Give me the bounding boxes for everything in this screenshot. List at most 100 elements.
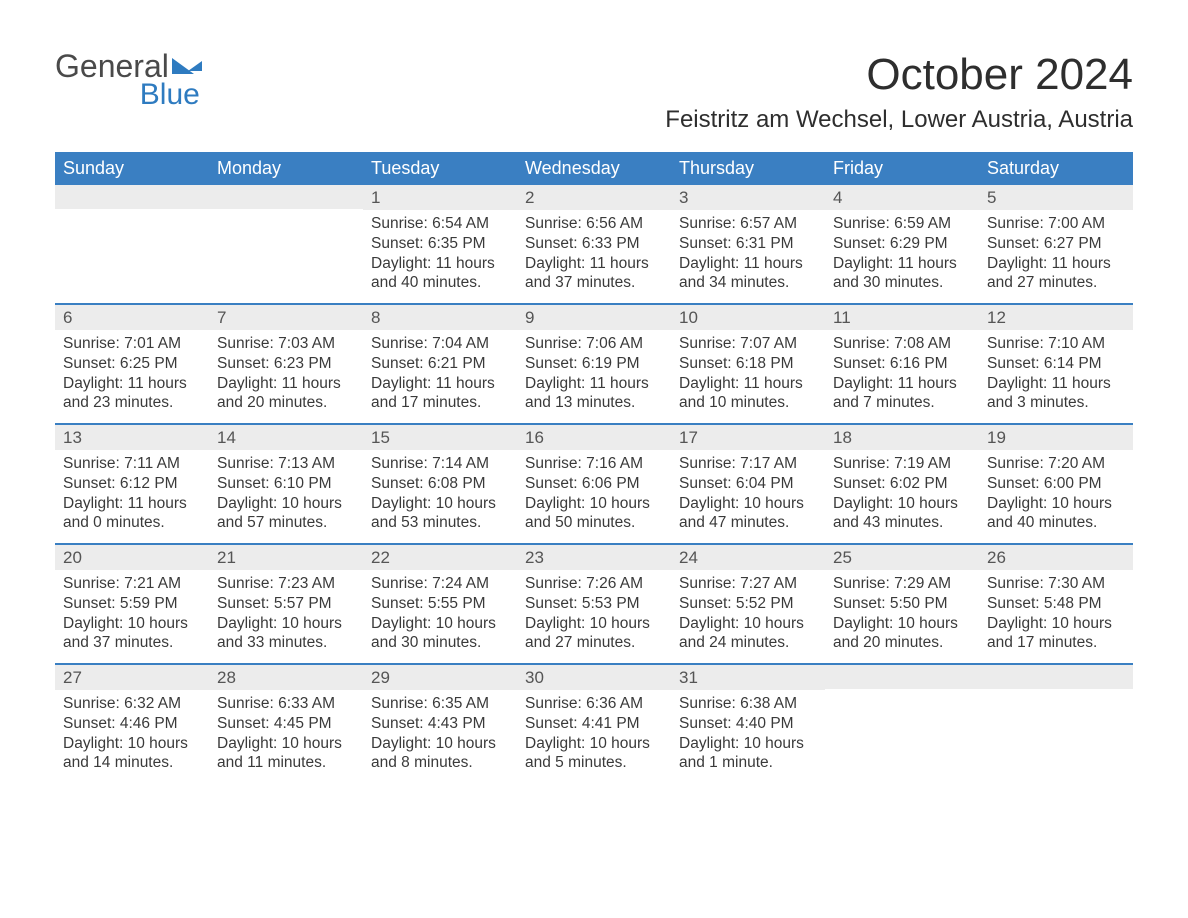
day-number: 25 xyxy=(825,545,979,570)
calendar-day xyxy=(979,665,1133,783)
calendar-day: 28Sunrise: 6:33 AMSunset: 4:45 PMDayligh… xyxy=(209,665,363,783)
calendar-day: 23Sunrise: 7:26 AMSunset: 5:53 PMDayligh… xyxy=(517,545,671,663)
daylight-text: Daylight: 11 hours and 20 minutes. xyxy=(217,374,355,414)
day-number: 22 xyxy=(363,545,517,570)
day-number: 17 xyxy=(671,425,825,450)
sunset-text: Sunset: 6:21 PM xyxy=(371,354,509,374)
sunrise-text: Sunrise: 7:27 AM xyxy=(679,574,817,594)
calendar-week: 27Sunrise: 6:32 AMSunset: 4:46 PMDayligh… xyxy=(55,663,1133,783)
calendar-week: 13Sunrise: 7:11 AMSunset: 6:12 PMDayligh… xyxy=(55,423,1133,543)
day-number: 3 xyxy=(671,185,825,210)
sunrise-text: Sunrise: 6:32 AM xyxy=(63,694,201,714)
sunrise-text: Sunrise: 7:03 AM xyxy=(217,334,355,354)
day-details: Sunrise: 7:17 AMSunset: 6:04 PMDaylight:… xyxy=(671,450,825,541)
calendar-day: 29Sunrise: 6:35 AMSunset: 4:43 PMDayligh… xyxy=(363,665,517,783)
daylight-text: Daylight: 10 hours and 24 minutes. xyxy=(679,614,817,654)
daylight-text: Daylight: 11 hours and 0 minutes. xyxy=(63,494,201,534)
calendar-day: 30Sunrise: 6:36 AMSunset: 4:41 PMDayligh… xyxy=(517,665,671,783)
day-details: Sunrise: 7:19 AMSunset: 6:02 PMDaylight:… xyxy=(825,450,979,541)
day-details: Sunrise: 7:23 AMSunset: 5:57 PMDaylight:… xyxy=(209,570,363,661)
calendar-day: 25Sunrise: 7:29 AMSunset: 5:50 PMDayligh… xyxy=(825,545,979,663)
day-number: 20 xyxy=(55,545,209,570)
weekday-header: Monday xyxy=(209,152,363,185)
day-number: 6 xyxy=(55,305,209,330)
sunset-text: Sunset: 6:14 PM xyxy=(987,354,1125,374)
calendar-day: 9Sunrise: 7:06 AMSunset: 6:19 PMDaylight… xyxy=(517,305,671,423)
sunrise-text: Sunrise: 7:17 AM xyxy=(679,454,817,474)
logo-text-2: Blue xyxy=(55,80,202,110)
daylight-text: Daylight: 10 hours and 27 minutes. xyxy=(525,614,663,654)
calendar-day: 15Sunrise: 7:14 AMSunset: 6:08 PMDayligh… xyxy=(363,425,517,543)
daylight-text: Daylight: 11 hours and 40 minutes. xyxy=(371,254,509,294)
calendar-day: 2Sunrise: 6:56 AMSunset: 6:33 PMDaylight… xyxy=(517,185,671,303)
sunset-text: Sunset: 5:57 PM xyxy=(217,594,355,614)
sunset-text: Sunset: 6:33 PM xyxy=(525,234,663,254)
calendar-day: 4Sunrise: 6:59 AMSunset: 6:29 PMDaylight… xyxy=(825,185,979,303)
day-details: Sunrise: 6:36 AMSunset: 4:41 PMDaylight:… xyxy=(517,690,671,781)
sunset-text: Sunset: 6:02 PM xyxy=(833,474,971,494)
day-details: Sunrise: 7:01 AMSunset: 6:25 PMDaylight:… xyxy=(55,330,209,421)
daylight-text: Daylight: 10 hours and 47 minutes. xyxy=(679,494,817,534)
calendar-day: 13Sunrise: 7:11 AMSunset: 6:12 PMDayligh… xyxy=(55,425,209,543)
sunset-text: Sunset: 5:59 PM xyxy=(63,594,201,614)
sunset-text: Sunset: 5:50 PM xyxy=(833,594,971,614)
daylight-text: Daylight: 10 hours and 33 minutes. xyxy=(217,614,355,654)
day-details: Sunrise: 7:21 AMSunset: 5:59 PMDaylight:… xyxy=(55,570,209,661)
daylight-text: Daylight: 11 hours and 23 minutes. xyxy=(63,374,201,414)
day-number: 13 xyxy=(55,425,209,450)
calendar-day: 11Sunrise: 7:08 AMSunset: 6:16 PMDayligh… xyxy=(825,305,979,423)
daylight-text: Daylight: 11 hours and 34 minutes. xyxy=(679,254,817,294)
sunrise-text: Sunrise: 7:01 AM xyxy=(63,334,201,354)
day-number: 7 xyxy=(209,305,363,330)
sunrise-text: Sunrise: 7:29 AM xyxy=(833,574,971,594)
sunrise-text: Sunrise: 6:56 AM xyxy=(525,214,663,234)
day-details: Sunrise: 7:29 AMSunset: 5:50 PMDaylight:… xyxy=(825,570,979,661)
calendar-week: 1Sunrise: 6:54 AMSunset: 6:35 PMDaylight… xyxy=(55,185,1133,303)
calendar-day xyxy=(825,665,979,783)
daylight-text: Daylight: 10 hours and 50 minutes. xyxy=(525,494,663,534)
day-details: Sunrise: 6:32 AMSunset: 4:46 PMDaylight:… xyxy=(55,690,209,781)
sunset-text: Sunset: 5:55 PM xyxy=(371,594,509,614)
calendar-day: 19Sunrise: 7:20 AMSunset: 6:00 PMDayligh… xyxy=(979,425,1133,543)
sunrise-text: Sunrise: 7:11 AM xyxy=(63,454,201,474)
day-details: Sunrise: 6:56 AMSunset: 6:33 PMDaylight:… xyxy=(517,210,671,301)
day-details: Sunrise: 6:35 AMSunset: 4:43 PMDaylight:… xyxy=(363,690,517,781)
daylight-text: Daylight: 10 hours and 1 minute. xyxy=(679,734,817,774)
sunset-text: Sunset: 6:29 PM xyxy=(833,234,971,254)
sunset-text: Sunset: 6:16 PM xyxy=(833,354,971,374)
day-number xyxy=(209,185,363,209)
day-details: Sunrise: 6:59 AMSunset: 6:29 PMDaylight:… xyxy=(825,210,979,301)
day-details: Sunrise: 7:08 AMSunset: 6:16 PMDaylight:… xyxy=(825,330,979,421)
weekday-header-row: Sunday Monday Tuesday Wednesday Thursday… xyxy=(55,152,1133,185)
sunrise-text: Sunrise: 7:30 AM xyxy=(987,574,1125,594)
daylight-text: Daylight: 10 hours and 40 minutes. xyxy=(987,494,1125,534)
calendar-day: 27Sunrise: 6:32 AMSunset: 4:46 PMDayligh… xyxy=(55,665,209,783)
day-number xyxy=(979,665,1133,689)
day-number: 8 xyxy=(363,305,517,330)
sunrise-text: Sunrise: 7:23 AM xyxy=(217,574,355,594)
day-number: 24 xyxy=(671,545,825,570)
day-details: Sunrise: 7:20 AMSunset: 6:00 PMDaylight:… xyxy=(979,450,1133,541)
sunset-text: Sunset: 4:45 PM xyxy=(217,714,355,734)
calendar-day: 18Sunrise: 7:19 AMSunset: 6:02 PMDayligh… xyxy=(825,425,979,543)
daylight-text: Daylight: 11 hours and 7 minutes. xyxy=(833,374,971,414)
day-number: 16 xyxy=(517,425,671,450)
sunset-text: Sunset: 6:19 PM xyxy=(525,354,663,374)
day-number: 28 xyxy=(209,665,363,690)
calendar-day: 3Sunrise: 6:57 AMSunset: 6:31 PMDaylight… xyxy=(671,185,825,303)
day-details: Sunrise: 7:03 AMSunset: 6:23 PMDaylight:… xyxy=(209,330,363,421)
daylight-text: Daylight: 11 hours and 13 minutes. xyxy=(525,374,663,414)
calendar-day: 12Sunrise: 7:10 AMSunset: 6:14 PMDayligh… xyxy=(979,305,1133,423)
day-details: Sunrise: 7:26 AMSunset: 5:53 PMDaylight:… xyxy=(517,570,671,661)
day-number: 27 xyxy=(55,665,209,690)
day-number: 19 xyxy=(979,425,1133,450)
sunrise-text: Sunrise: 6:54 AM xyxy=(371,214,509,234)
sunset-text: Sunset: 4:40 PM xyxy=(679,714,817,734)
day-number: 2 xyxy=(517,185,671,210)
calendar-day xyxy=(55,185,209,303)
month-title: October 2024 xyxy=(665,50,1133,100)
sunset-text: Sunset: 6:00 PM xyxy=(987,474,1125,494)
daylight-text: Daylight: 10 hours and 20 minutes. xyxy=(833,614,971,654)
sunrise-text: Sunrise: 6:57 AM xyxy=(679,214,817,234)
sunrise-text: Sunrise: 6:38 AM xyxy=(679,694,817,714)
